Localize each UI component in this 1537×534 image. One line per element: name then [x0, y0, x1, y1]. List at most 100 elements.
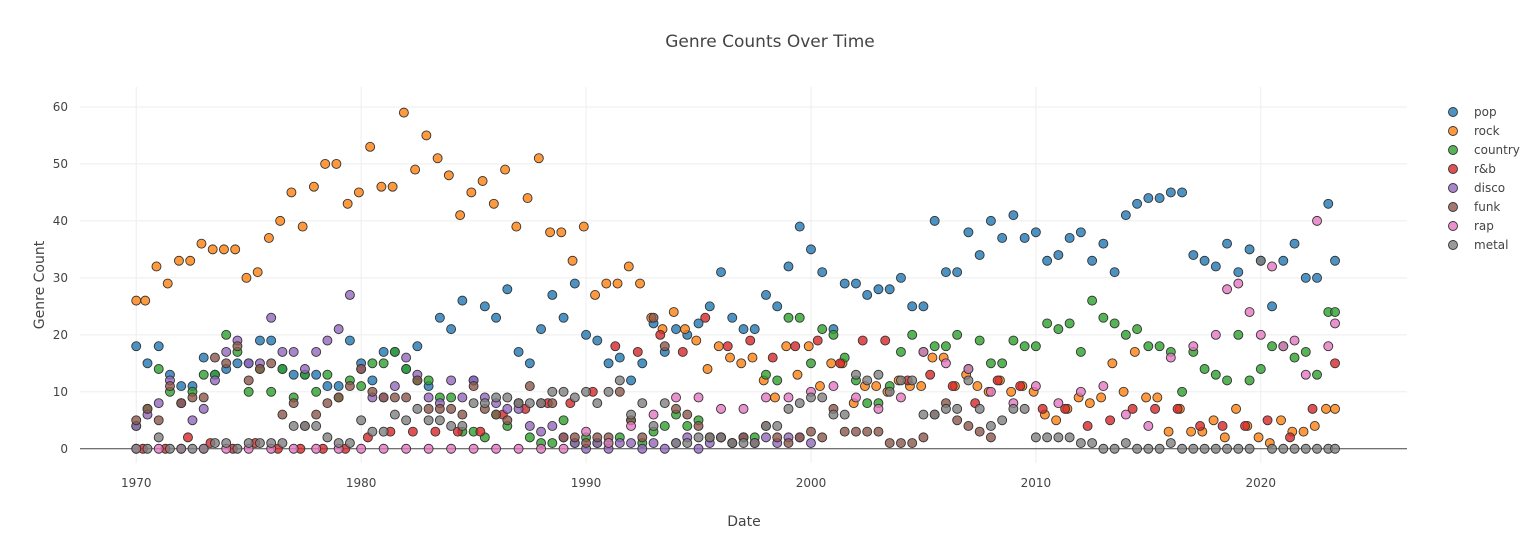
data-point[interactable] [637, 358, 648, 369]
data-point[interactable] [1219, 432, 1230, 443]
data-point[interactable] [131, 341, 142, 352]
data-point[interactable] [1233, 329, 1244, 340]
data-point[interactable] [277, 409, 288, 420]
data-point[interactable] [545, 227, 556, 238]
data-point[interactable] [603, 438, 614, 449]
data-point[interactable] [367, 375, 378, 386]
data-point[interactable] [985, 358, 996, 369]
data-point[interactable] [131, 415, 142, 426]
data-point[interactable] [693, 432, 704, 443]
data-point[interactable] [446, 443, 457, 454]
data-point[interactable] [1289, 335, 1300, 346]
data-point[interactable] [275, 215, 286, 226]
data-point[interactable] [1118, 386, 1129, 397]
data-point[interactable] [378, 358, 389, 369]
data-point[interactable] [997, 415, 1008, 426]
data-point[interactable] [333, 392, 344, 403]
data-point[interactable] [839, 278, 850, 289]
data-point[interactable] [398, 107, 409, 118]
data-point[interactable] [1199, 443, 1210, 454]
data-point[interactable] [610, 341, 621, 352]
data-point[interactable] [1267, 341, 1278, 352]
data-point[interactable] [952, 329, 963, 340]
data-point[interactable] [659, 398, 670, 409]
data-point[interactable] [1064, 318, 1075, 329]
data-point[interactable] [254, 335, 265, 346]
data-point[interactable] [783, 392, 794, 403]
data-point[interactable] [916, 381, 927, 392]
data-point[interactable] [252, 267, 263, 278]
data-point[interactable] [1298, 426, 1309, 437]
data-point[interactable] [502, 403, 513, 414]
data-point[interactable] [767, 352, 778, 363]
data-point[interactable] [1267, 261, 1278, 272]
data-point[interactable] [140, 295, 151, 306]
data-point[interactable] [1165, 352, 1176, 363]
data-point[interactable] [389, 392, 400, 403]
data-point[interactable] [209, 352, 220, 363]
data-point[interactable] [457, 295, 468, 306]
data-point[interactable] [997, 358, 1008, 369]
data-point[interactable] [761, 432, 771, 443]
data-point[interactable] [1267, 301, 1278, 312]
data-point[interactable] [828, 409, 839, 420]
data-point[interactable] [1042, 318, 1053, 329]
data-point[interactable] [207, 244, 218, 255]
data-point[interactable] [1150, 403, 1161, 414]
data-point[interactable] [153, 443, 164, 454]
data-point[interactable] [1172, 403, 1183, 414]
data-point[interactable] [1082, 421, 1093, 431]
data-point[interactable] [333, 438, 344, 449]
data-point[interactable] [491, 409, 502, 420]
data-point[interactable] [761, 369, 771, 380]
data-point[interactable] [1154, 443, 1165, 454]
data-point[interactable] [266, 386, 277, 397]
data-point[interactable] [581, 426, 592, 437]
data-point[interactable] [626, 375, 636, 386]
data-point[interactable] [693, 443, 704, 454]
data-point[interactable] [333, 324, 344, 335]
data-point[interactable] [749, 324, 760, 335]
data-point[interactable] [1312, 215, 1322, 226]
data-point[interactable] [434, 312, 445, 323]
data-point[interactable] [1330, 443, 1340, 454]
data-point[interactable] [162, 278, 173, 289]
data-point[interactable] [176, 398, 187, 409]
data-point[interactable] [918, 301, 929, 312]
data-point[interactable] [446, 324, 457, 335]
data-point[interactable] [985, 421, 996, 431]
data-point[interactable] [356, 443, 367, 454]
data-point[interactable] [727, 312, 738, 323]
data-point[interactable] [839, 426, 850, 437]
data-point[interactable] [522, 193, 533, 204]
data-point[interactable] [1233, 443, 1244, 454]
data-point[interactable] [513, 346, 524, 357]
data-point[interactable] [243, 358, 254, 369]
data-point[interactable] [940, 341, 951, 352]
data-point[interactable] [693, 318, 704, 329]
data-point[interactable] [623, 261, 634, 272]
data-point[interactable] [1098, 312, 1109, 323]
data-point[interactable] [558, 415, 569, 426]
data-point[interactable] [581, 438, 592, 449]
data-point[interactable] [1199, 255, 1210, 266]
data-point[interactable] [794, 312, 805, 323]
data-point[interactable] [1278, 443, 1289, 454]
data-point[interactable] [1064, 432, 1075, 443]
data-point[interactable] [1188, 250, 1199, 261]
data-point[interactable] [817, 324, 828, 335]
data-point[interactable] [367, 426, 378, 437]
data-point[interactable] [1075, 438, 1086, 449]
data-point[interactable] [1309, 421, 1320, 431]
data-point[interactable] [468, 381, 479, 392]
data-point[interactable] [578, 221, 589, 232]
data-point[interactable] [1075, 346, 1086, 357]
data-point[interactable] [1075, 227, 1086, 238]
data-point[interactable] [401, 415, 412, 426]
data-point[interactable] [592, 335, 603, 346]
data-point[interactable] [410, 164, 421, 175]
data-point[interactable] [288, 346, 299, 357]
data-point[interactable] [1210, 261, 1221, 272]
data-point[interactable] [1143, 193, 1154, 204]
data-point[interactable] [353, 187, 364, 198]
